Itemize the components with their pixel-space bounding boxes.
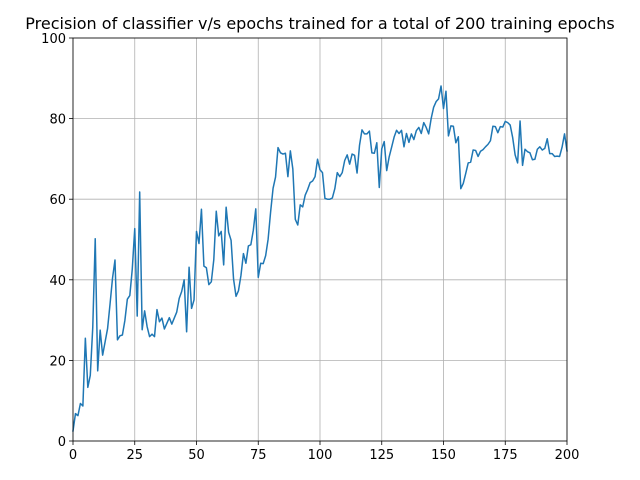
y-tick-label: 60: [49, 193, 66, 208]
x-tick-label: 125: [369, 448, 394, 463]
y-tick-label: 0: [58, 435, 66, 450]
y-tick-label: 20: [49, 354, 66, 369]
x-tick-label: 100: [308, 448, 333, 463]
y-axis: 0 20 40 60 80 100: [41, 32, 73, 450]
x-tick-label: 0: [69, 448, 77, 463]
x-tick-label: 200: [555, 448, 580, 463]
grid-lines: [72, 37, 568, 442]
x-tick-label: 50: [188, 448, 205, 463]
x-tick-label: 25: [126, 448, 143, 463]
x-axis: 0 25 50 75 100 125 150 175 200: [69, 441, 580, 463]
series-line-precision: [72, 85, 568, 432]
x-tick-label: 150: [431, 448, 456, 463]
chart-title: Precision of classifier v/s epochs train…: [25, 14, 614, 33]
x-tick-label: 75: [250, 448, 267, 463]
x-tick-label: 175: [493, 448, 518, 463]
y-tick-label: 80: [49, 113, 66, 128]
y-tick-label: 100: [41, 32, 66, 47]
series-layer: [72, 85, 568, 432]
y-tick-label: 40: [49, 274, 66, 289]
